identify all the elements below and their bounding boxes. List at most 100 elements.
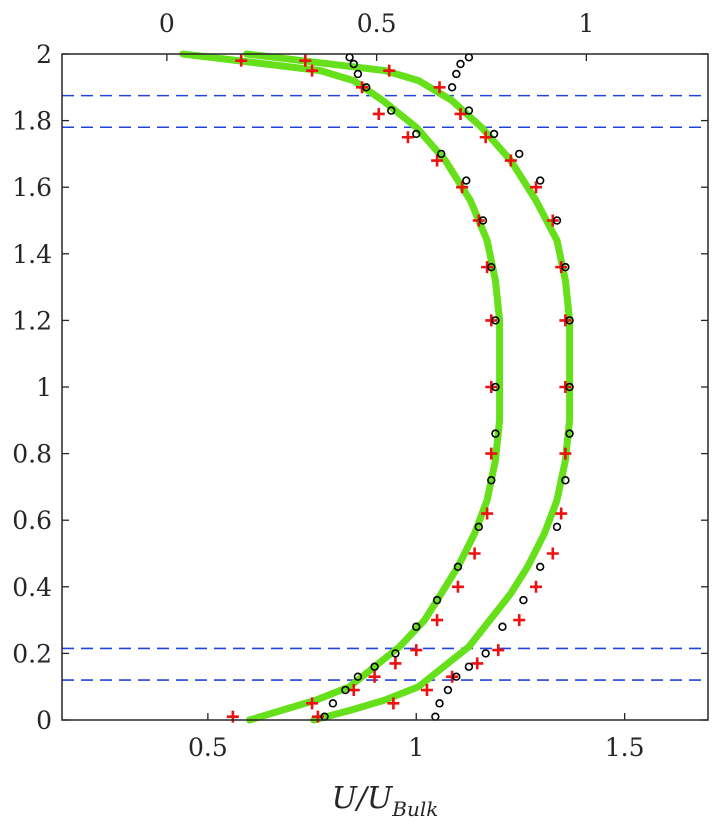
circle-marker	[452, 672, 461, 681]
plus-marker	[410, 644, 423, 657]
x-axis-top: 0 0.5 1	[159, 9, 594, 61]
circle-marker	[565, 429, 574, 438]
circle-marker	[452, 69, 461, 79]
x-axis-title: U/UBulk	[332, 781, 439, 821]
plus-marker	[479, 131, 492, 144]
plus-marker	[299, 54, 312, 67]
plus-marker	[372, 107, 385, 120]
x-axis-title-subscript: Bulk	[391, 797, 438, 821]
circle-marker	[456, 59, 465, 69]
circle-marker	[362, 83, 371, 92]
plus-marker	[387, 697, 400, 710]
circle-marker	[491, 429, 500, 438]
circle-marker	[536, 176, 545, 185]
circle-marker	[464, 106, 474, 115]
plus-marker	[485, 447, 498, 460]
circle-marker	[353, 672, 363, 681]
y-tick-label: 1.4	[12, 240, 52, 269]
plus-marker	[431, 614, 444, 627]
circle-marker	[536, 562, 545, 572]
plus-marker	[433, 81, 446, 94]
plus-marker	[492, 644, 505, 657]
circle-marker	[487, 476, 496, 485]
plus-marker	[454, 107, 467, 120]
y-tick-label: 0	[36, 706, 52, 735]
plus-marker	[530, 580, 543, 593]
y-tick-label: 0.2	[12, 639, 52, 668]
circle-marker	[552, 522, 562, 532]
plus-marker	[235, 54, 248, 67]
plus-marker	[513, 614, 526, 627]
circle-marker	[432, 595, 442, 605]
plus-marker	[546, 547, 559, 560]
circle-marker	[491, 316, 500, 325]
y-tick-label: 1.6	[12, 173, 52, 202]
plus-marker	[451, 580, 464, 593]
circle-marker	[387, 106, 396, 115]
circle-marker	[515, 149, 524, 159]
x-axis-bottom: 0.5 1 1.5	[188, 713, 645, 762]
circle-marker	[489, 129, 499, 139]
y-tick-label: 1.8	[12, 107, 52, 136]
circle-marker	[561, 476, 570, 485]
circle-marker	[519, 595, 528, 605]
circle-marker	[447, 83, 457, 92]
profile-line-3	[243, 50, 574, 724]
y-tick-label: 0.8	[12, 440, 52, 469]
y-tick-label: 0.4	[12, 573, 52, 602]
circle-marker	[561, 262, 570, 272]
plus-marker	[347, 684, 360, 697]
plus-marker	[481, 507, 494, 520]
circle-marker	[391, 649, 400, 658]
x-tick-label: 1.5	[605, 733, 645, 762]
circle-marker	[349, 59, 358, 69]
profile-line-0	[179, 50, 504, 724]
circle-marker	[464, 662, 474, 671]
circle-marker	[437, 149, 446, 159]
circle-marker	[435, 699, 444, 708]
circle-marker	[565, 316, 574, 325]
circle-marker	[498, 622, 507, 631]
plus-marker	[471, 657, 484, 670]
plus-marker	[468, 547, 481, 560]
circle-marker	[491, 382, 500, 392]
plus-marker	[389, 657, 402, 670]
y-tick-label: 1.2	[12, 306, 52, 335]
circle-marker	[478, 216, 488, 225]
circle-marker	[487, 262, 496, 272]
circle-marker	[443, 685, 453, 695]
x-axis-title-main: U/U	[332, 781, 394, 816]
top-x-tick-label: 0	[159, 9, 175, 38]
y-tick-label: 1	[36, 373, 52, 402]
plus-marker	[306, 64, 319, 77]
circle-marker	[552, 216, 562, 225]
plus-marker	[504, 154, 517, 167]
plus-marker	[530, 181, 543, 194]
circle-marker	[341, 685, 350, 695]
plus-marker	[559, 447, 572, 460]
plus-marker	[401, 131, 414, 144]
plus-marker	[368, 670, 381, 683]
circle-marker	[412, 129, 421, 139]
circle-marker	[328, 699, 338, 708]
x-tick-label: 1	[408, 733, 424, 762]
circle-marker	[462, 176, 471, 185]
plus-marker	[456, 181, 469, 194]
top-x-tick-label: 1	[578, 9, 594, 38]
top-x-tick-label: 0.5	[357, 9, 397, 38]
plus-marker	[383, 64, 396, 77]
y-tick-label: 2	[36, 40, 52, 69]
plus-marker	[306, 697, 319, 710]
series-layer	[179, 50, 574, 724]
circle-marker	[474, 522, 483, 532]
plus-marker	[431, 154, 444, 167]
circle-marker	[353, 69, 363, 79]
circle-marker	[453, 562, 463, 572]
circle-marker	[412, 622, 421, 631]
plus-marker	[420, 684, 433, 697]
x-tick-label: 0.5	[188, 733, 228, 762]
circle-marker	[565, 382, 574, 392]
y-tick-label: 0.6	[12, 506, 52, 535]
